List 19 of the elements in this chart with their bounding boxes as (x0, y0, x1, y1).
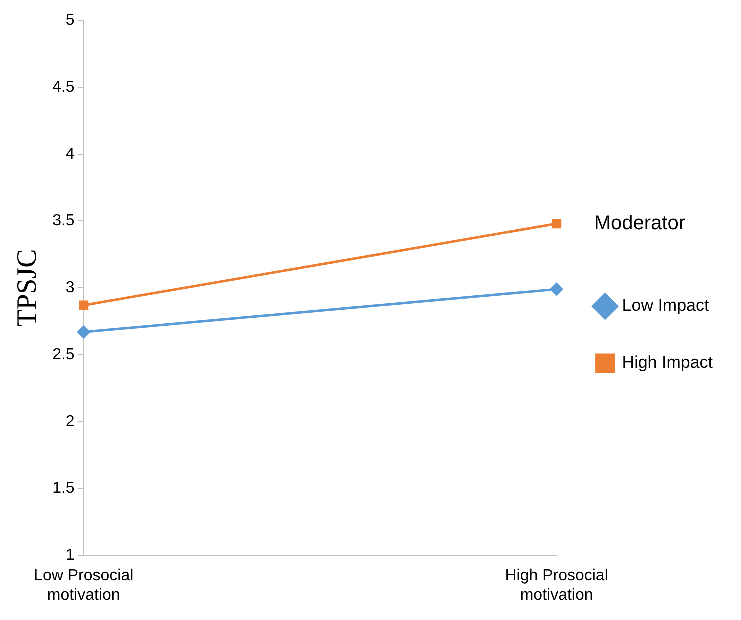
y-tick-label: 2.5 (52, 346, 75, 364)
legend-label: Low Impact (622, 296, 710, 316)
x-tick-label: High Prosocial motivation (505, 568, 608, 604)
point (78, 326, 90, 338)
y-tick-label: 4 (66, 146, 75, 163)
y-tick-label: 1 (66, 547, 75, 564)
legend-title: Moderator (594, 212, 686, 235)
point (552, 219, 562, 229)
y-tick-label: 2 (66, 413, 75, 430)
point (550, 283, 564, 296)
point (79, 300, 89, 310)
x-tick-label: Low Prosocial motivation (34, 568, 134, 604)
y-tick-label: 3.5 (52, 212, 75, 230)
y-tick-label: 3 (66, 280, 75, 297)
y-tick-label: 5 (66, 12, 75, 30)
y-tick-label: 1.5 (52, 480, 75, 498)
y-tick-label: 4.5 (52, 78, 75, 96)
legend-label: High Impact (622, 353, 714, 372)
y-axis-title: TPSJC (12, 249, 44, 328)
